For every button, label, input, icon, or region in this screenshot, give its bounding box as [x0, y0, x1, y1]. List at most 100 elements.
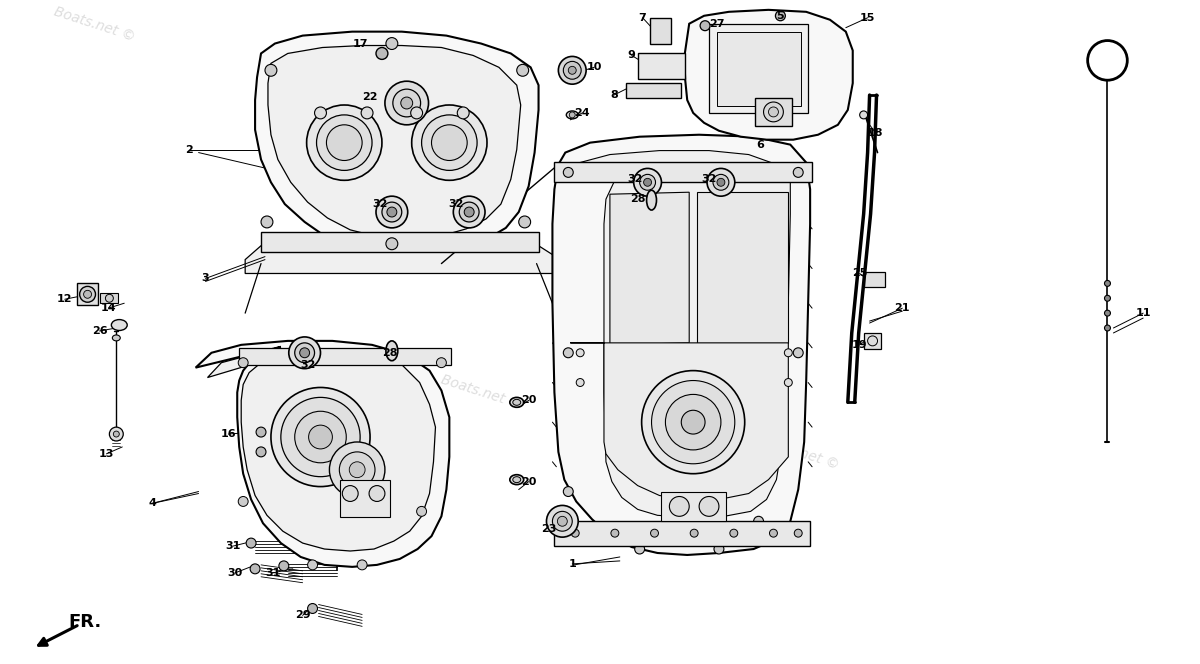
- Circle shape: [576, 349, 584, 357]
- Circle shape: [700, 497, 719, 517]
- Text: 7: 7: [638, 13, 647, 23]
- Circle shape: [349, 461, 365, 477]
- Circle shape: [635, 544, 644, 554]
- Circle shape: [754, 517, 763, 527]
- Ellipse shape: [510, 397, 523, 407]
- Circle shape: [295, 343, 314, 363]
- Polygon shape: [239, 348, 451, 365]
- Text: 11: 11: [1135, 308, 1151, 318]
- Circle shape: [256, 447, 266, 457]
- Text: 32: 32: [372, 199, 388, 209]
- Ellipse shape: [512, 477, 521, 483]
- Polygon shape: [610, 192, 689, 345]
- Circle shape: [714, 544, 724, 554]
- Circle shape: [563, 487, 574, 497]
- Text: 2: 2: [185, 145, 192, 155]
- Polygon shape: [196, 341, 449, 567]
- Circle shape: [650, 529, 659, 537]
- Circle shape: [768, 107, 779, 117]
- Polygon shape: [554, 521, 810, 546]
- Polygon shape: [256, 32, 539, 250]
- Polygon shape: [552, 135, 810, 555]
- Circle shape: [109, 427, 124, 441]
- Circle shape: [382, 202, 402, 222]
- Circle shape: [552, 511, 572, 531]
- Circle shape: [763, 102, 784, 122]
- Circle shape: [571, 529, 580, 537]
- Text: 20: 20: [521, 477, 536, 487]
- Circle shape: [317, 115, 372, 171]
- Circle shape: [785, 378, 792, 386]
- Circle shape: [769, 529, 778, 537]
- Polygon shape: [245, 246, 560, 274]
- Text: 30: 30: [228, 568, 242, 578]
- Text: 12: 12: [58, 294, 72, 304]
- Circle shape: [518, 216, 530, 228]
- Text: 29: 29: [295, 610, 311, 620]
- Circle shape: [690, 529, 698, 537]
- Polygon shape: [684, 10, 853, 139]
- Circle shape: [84, 290, 91, 298]
- Circle shape: [868, 336, 877, 346]
- Circle shape: [563, 348, 574, 358]
- Circle shape: [295, 411, 347, 463]
- Polygon shape: [570, 343, 788, 499]
- Text: 15: 15: [860, 13, 875, 23]
- Bar: [101, 293, 119, 303]
- Text: 32: 32: [300, 360, 316, 370]
- Circle shape: [546, 505, 578, 537]
- Circle shape: [376, 196, 408, 228]
- Text: 14: 14: [101, 303, 116, 313]
- Circle shape: [569, 66, 576, 74]
- Circle shape: [1104, 295, 1110, 301]
- Text: 31: 31: [226, 541, 241, 551]
- Ellipse shape: [510, 475, 523, 485]
- Circle shape: [416, 507, 426, 517]
- Circle shape: [785, 349, 792, 357]
- Circle shape: [386, 38, 398, 50]
- Text: 1: 1: [569, 559, 576, 569]
- Ellipse shape: [566, 111, 578, 119]
- Polygon shape: [697, 192, 788, 343]
- Bar: [637, 53, 685, 79]
- Circle shape: [281, 397, 360, 477]
- Text: 23: 23: [541, 524, 556, 535]
- Text: 26: 26: [91, 326, 107, 336]
- Text: 32: 32: [449, 199, 464, 209]
- Text: 13: 13: [98, 449, 114, 459]
- Circle shape: [358, 560, 367, 570]
- Text: 31: 31: [265, 568, 281, 578]
- Text: 24: 24: [575, 108, 590, 118]
- Circle shape: [517, 64, 529, 76]
- Circle shape: [557, 517, 568, 527]
- Circle shape: [410, 107, 422, 119]
- Text: 28: 28: [382, 348, 397, 358]
- Circle shape: [113, 431, 119, 437]
- Circle shape: [342, 485, 358, 501]
- Text: 27: 27: [709, 19, 725, 29]
- Circle shape: [79, 286, 96, 302]
- Circle shape: [385, 81, 428, 125]
- Text: 22: 22: [362, 92, 378, 102]
- Circle shape: [421, 115, 478, 171]
- Circle shape: [1104, 310, 1110, 316]
- Circle shape: [307, 105, 382, 181]
- Circle shape: [307, 604, 318, 614]
- Text: 19: 19: [852, 340, 868, 350]
- Bar: [716, 32, 802, 106]
- Bar: [864, 333, 882, 349]
- Text: 21: 21: [894, 303, 910, 313]
- Circle shape: [307, 560, 318, 570]
- Ellipse shape: [512, 399, 521, 405]
- Circle shape: [386, 238, 398, 250]
- Polygon shape: [570, 151, 791, 517]
- Circle shape: [1104, 280, 1110, 286]
- Circle shape: [611, 529, 619, 537]
- Circle shape: [289, 337, 320, 369]
- Bar: [341, 479, 390, 517]
- Circle shape: [265, 64, 277, 76]
- Circle shape: [340, 452, 376, 487]
- Circle shape: [716, 179, 725, 187]
- Ellipse shape: [386, 341, 398, 361]
- Bar: [625, 83, 682, 98]
